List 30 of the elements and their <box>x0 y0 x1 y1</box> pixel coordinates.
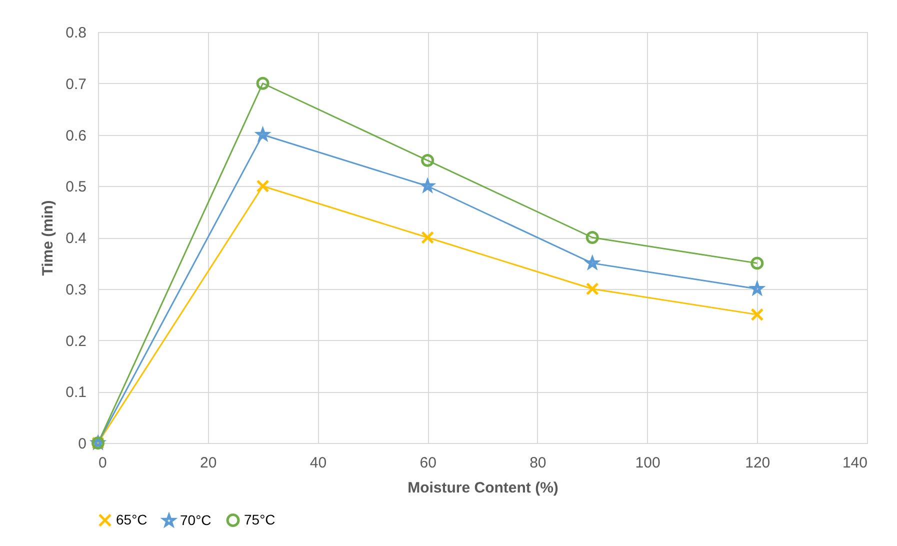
legend-label: 70°C <box>180 512 212 528</box>
legend-label: 65°C <box>116 511 148 528</box>
y-tick-label: 0.6 <box>66 127 86 144</box>
point <box>421 231 434 244</box>
x-tick-label: 20 <box>200 454 217 472</box>
y-tick-label: 0 <box>78 436 86 452</box>
y-tick-label: 0.4 <box>66 230 86 247</box>
x-tick-label: 140 <box>842 454 868 472</box>
x-tick-label: 60 <box>420 454 436 472</box>
x-tick-label: 120 <box>745 454 770 472</box>
y-tick-label: 0.3 <box>66 281 86 298</box>
point <box>750 256 764 270</box>
y-tick-label: 0.5 <box>66 178 86 196</box>
point <box>750 308 764 322</box>
x-tick-label: 100 <box>635 454 660 472</box>
y-axis-title: Time (min) <box>40 200 57 276</box>
y-tick-label: 0.1 <box>66 384 86 402</box>
y-tick-label: 0.7 <box>66 76 86 93</box>
point <box>586 282 599 296</box>
y-tick-label: 0.2 <box>66 332 86 350</box>
legend-label: 75°C <box>244 511 276 528</box>
y-tick-label: 0.8 <box>66 24 86 42</box>
x-axis-title: Moisture Content (%) <box>408 480 558 496</box>
x-tick-label: 80 <box>530 454 546 472</box>
x-tick-label: 40 <box>310 454 327 472</box>
x-tick-label: 0 <box>98 454 107 472</box>
point <box>586 231 599 244</box>
point <box>256 76 270 90</box>
point <box>421 154 434 167</box>
point <box>256 180 270 193</box>
